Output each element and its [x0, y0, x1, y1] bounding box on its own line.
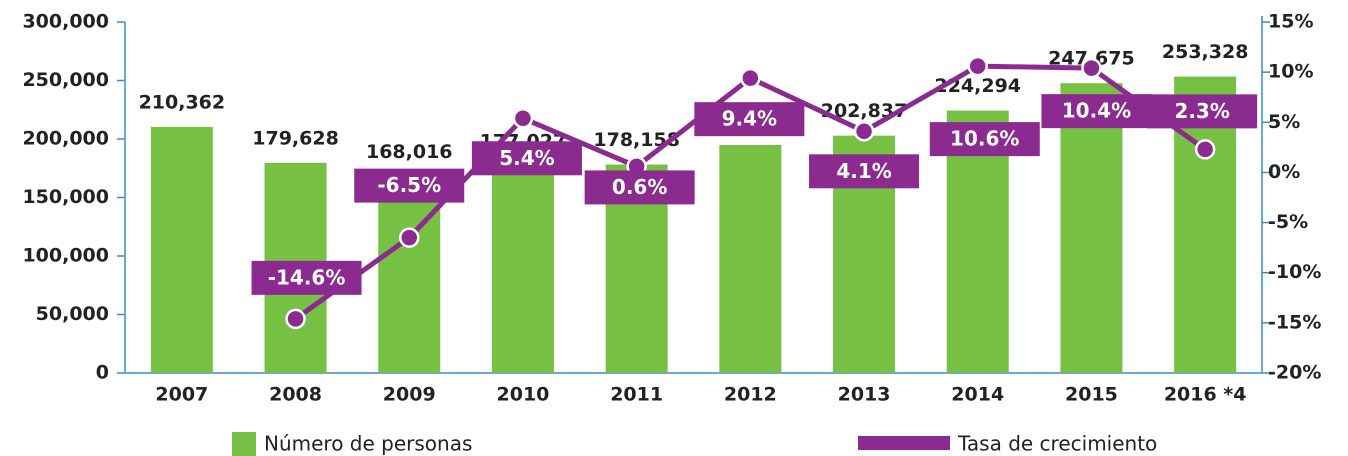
y2-tick-label: -5% — [1268, 211, 1308, 233]
line-value-label: 5.4% — [499, 146, 554, 170]
value-label-box — [251, 260, 362, 295]
legend-swatch — [232, 432, 256, 456]
x-tick-label: 2015 — [1065, 384, 1118, 406]
bar-value-label: 168,016 — [366, 141, 453, 163]
value-label-box — [809, 154, 920, 189]
x-tick-label: 2014 — [951, 384, 1004, 406]
legend-label: Número de personas — [264, 432, 472, 456]
bar-value-label: 179,628 — [252, 127, 339, 149]
line-point — [512, 108, 534, 129]
line-point — [853, 121, 875, 142]
y-tick-label: 100,000 — [22, 245, 109, 267]
line-value-label: -6.5% — [377, 173, 441, 197]
y-tick-label: 200,000 — [22, 128, 109, 150]
bar — [378, 176, 441, 373]
line-point — [1081, 57, 1102, 79]
y-tick-label: 50,000 — [36, 303, 109, 325]
bar-value-label: 178,158 — [593, 129, 680, 151]
y-tick-label: 300,000 — [22, 11, 109, 33]
x-tick-label: 2012 — [724, 384, 777, 406]
bar-value-label: 253,328 — [1162, 41, 1249, 63]
value-label-box — [929, 122, 1040, 157]
value-label-box — [354, 168, 465, 203]
y2-tick-label: 0% — [1268, 161, 1300, 183]
x-tick-label: 2009 — [383, 384, 436, 406]
line-point — [740, 67, 761, 89]
line-value-label: 9.4% — [722, 107, 777, 131]
bar — [719, 144, 782, 373]
y2-tick-label: -15% — [1268, 311, 1321, 333]
x-tick-label: 2013 — [838, 384, 891, 406]
bar-value-label: 210,362 — [139, 91, 226, 113]
x-tick-label: 2011 — [610, 384, 663, 406]
line-value-label: 2.3% — [1174, 99, 1229, 123]
y2-tick-label: 15% — [1268, 11, 1313, 33]
value-label-box — [584, 170, 695, 205]
line-value-label: 4.1% — [836, 159, 891, 183]
line-point — [285, 308, 306, 330]
line-point — [1194, 139, 1216, 160]
line-point — [967, 55, 988, 77]
y2-tick-label: 10% — [1268, 61, 1313, 83]
bar — [1060, 83, 1123, 374]
y-tick-label: 250,000 — [22, 69, 109, 91]
y-tick-label: 150,000 — [22, 186, 109, 208]
bar — [491, 165, 554, 373]
value-label-box — [694, 102, 805, 137]
y2-tick-label: -20% — [1268, 362, 1321, 384]
value-label-box — [1041, 94, 1152, 129]
bar — [150, 126, 213, 373]
x-tick-label: 2007 — [155, 384, 208, 406]
line-value-label: 10.6% — [950, 127, 1019, 151]
y2-tick-label: 5% — [1268, 111, 1300, 133]
value-label-box — [471, 141, 582, 176]
line-point — [399, 227, 420, 248]
x-tick-label: 2010 — [497, 384, 550, 406]
x-tick-label: 2008 — [269, 384, 322, 406]
line-value-label: 10.4% — [1062, 99, 1131, 123]
line-value-label: -14.6% — [268, 265, 346, 289]
x-tick-label: 2016 *4 — [1164, 384, 1247, 406]
line-value-label: 0.6% — [612, 175, 667, 199]
value-label-box — [1147, 94, 1258, 129]
legend-swatch — [858, 436, 950, 450]
y2-tick-label: -10% — [1268, 261, 1321, 283]
legend-label: Tasa de crecimiento — [957, 432, 1157, 456]
y-tick-label: 0 — [96, 362, 109, 384]
